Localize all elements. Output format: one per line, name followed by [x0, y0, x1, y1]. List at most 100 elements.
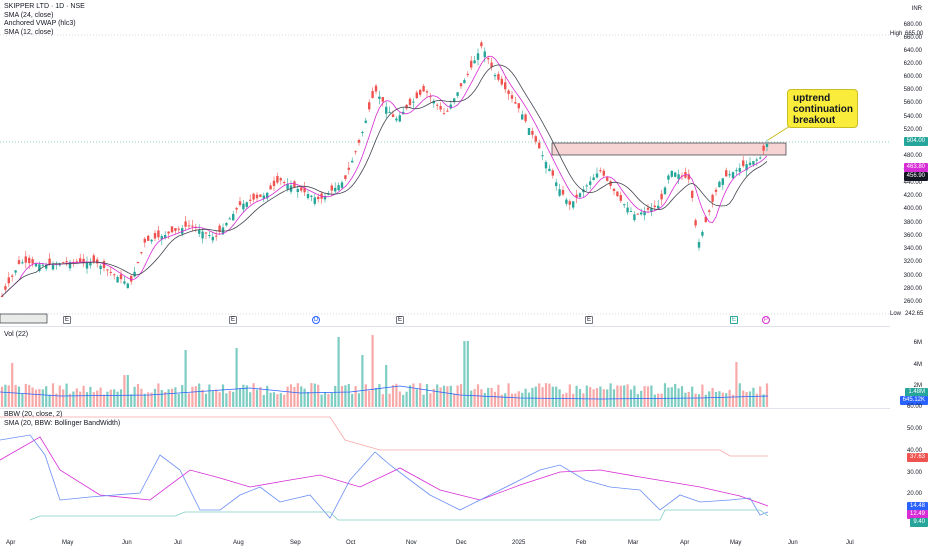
- volume-bar: [143, 393, 146, 407]
- volume-bar: [402, 394, 405, 407]
- volume-bar: [432, 388, 435, 407]
- candle-body: [317, 196, 320, 200]
- volume-bar: [11, 363, 14, 407]
- volume-bar: [340, 386, 344, 407]
- volume-bar: [534, 386, 537, 407]
- main-legend: SKIPPER LTD · 1D · NSE SMA (24, close) A…: [4, 3, 85, 37]
- bbw-teal-tag: 9.40: [910, 518, 928, 527]
- volume-bar: [425, 384, 429, 407]
- volume-bar: [541, 387, 544, 407]
- candle-body: [211, 236, 214, 241]
- volume-bar: [344, 385, 347, 407]
- volume-bar: [721, 392, 724, 407]
- volume-bar: [480, 389, 483, 407]
- candle-body: [728, 174, 731, 176]
- candle-body: [755, 159, 758, 161]
- candle-body: [24, 256, 27, 263]
- candle-body: [473, 60, 476, 64]
- volume-bar: [663, 383, 667, 407]
- candle-body: [527, 128, 531, 135]
- time-tick-label: Aug: [233, 540, 244, 546]
- volume-title[interactable]: Vol (22): [4, 331, 29, 338]
- volume-bar: [609, 383, 612, 407]
- candle-body: [310, 195, 313, 197]
- volume-bar: [742, 390, 745, 407]
- candle-body: [235, 207, 238, 210]
- event-marker[interactable]: E: [396, 316, 404, 324]
- volume-bar: [296, 383, 299, 407]
- volume-bar: [538, 383, 541, 407]
- event-marker[interactable]: E: [730, 316, 738, 324]
- sma-tag: 463.80: [903, 163, 928, 172]
- price-tick-label: 440.00: [903, 180, 922, 186]
- candle-body: [470, 60, 473, 68]
- volume-bar: [357, 393, 361, 407]
- moving-average-lines: [1, 55, 768, 297]
- indicator-sma24[interactable]: SMA (24, close): [4, 11, 54, 19]
- pane-divider-volume[interactable]: [0, 326, 890, 327]
- candle-body: [123, 281, 126, 284]
- bbw-lowest-line: [29, 509, 769, 521]
- volume-bar: [725, 393, 728, 407]
- indicator-sma12[interactable]: SMA (12, close): [4, 28, 54, 36]
- candle-body: [422, 85, 425, 92]
- volume-bar: [521, 392, 524, 407]
- volume-bar: [150, 392, 153, 407]
- bbw-tick-label: 30.00: [906, 470, 922, 476]
- volume-bar: [4, 384, 7, 407]
- event-marker[interactable]: P: [762, 316, 770, 324]
- candle-body: [442, 113, 446, 115]
- sma12-line: [1, 55, 768, 297]
- volume-bar: [636, 393, 639, 407]
- candle-body: [524, 114, 527, 122]
- candle-body: [252, 193, 255, 200]
- time-tick-label: 2025: [512, 540, 526, 546]
- volume-bar: [303, 388, 306, 407]
- price-tick-label: 340.00: [903, 246, 922, 252]
- candle-body: [177, 228, 180, 230]
- event-marker[interactable]: D: [312, 316, 320, 324]
- volume-bars: [0, 335, 769, 407]
- currency-label[interactable]: INR: [911, 6, 922, 12]
- candle-body: [130, 275, 133, 282]
- candle-body: [453, 98, 456, 102]
- volume-bar: [582, 393, 585, 407]
- candle-body: [623, 204, 626, 206]
- event-marker[interactable]: E: [229, 316, 237, 324]
- volume-bar: [289, 384, 293, 407]
- volume-bar: [473, 388, 476, 407]
- volume-bar: [735, 362, 738, 407]
- time-tick-label: Apr: [680, 540, 690, 546]
- volume-legend: Vol (22): [4, 331, 28, 340]
- price-tick-label: 620.00: [903, 61, 922, 67]
- candle-body: [612, 188, 616, 191]
- bbw-subtitle[interactable]: SMA (20, BBW: Bollinger BandWidth): [4, 419, 121, 427]
- indicator-vwap[interactable]: Anchored VWAP (hlc3): [4, 20, 76, 27]
- volume-bar: [272, 392, 276, 407]
- volume-bar: [752, 387, 755, 407]
- volume-bar: [497, 384, 500, 407]
- volume-bar: [119, 389, 123, 407]
- volume-bar: [184, 350, 187, 407]
- event-marker[interactable]: E: [585, 316, 593, 324]
- volume-bar: [283, 394, 286, 407]
- candle-body: [657, 205, 660, 209]
- volume-bar: [102, 394, 106, 407]
- volume-bar: [429, 393, 432, 407]
- callout-annotation[interactable]: uptrend continuation breakout: [787, 89, 858, 128]
- candle-body: [170, 226, 174, 233]
- pane-divider-bbw[interactable]: [0, 408, 890, 409]
- bbw-title[interactable]: BBW (20, close, 2): [4, 411, 63, 418]
- candle-body: [215, 235, 218, 237]
- price-tick-label: 400.00: [903, 206, 922, 212]
- vwap-tag: 456.90: [903, 172, 928, 181]
- symbol-title[interactable]: SKIPPER LTD · 1D · NSE: [4, 3, 85, 10]
- volume-bar: [85, 392, 89, 407]
- event-marker[interactable]: E: [63, 316, 71, 324]
- volume-bar: [490, 387, 493, 407]
- volume-bar: [293, 386, 296, 407]
- volume-bar: [470, 390, 473, 407]
- candle-body: [187, 225, 191, 227]
- candle-body: [283, 181, 286, 183]
